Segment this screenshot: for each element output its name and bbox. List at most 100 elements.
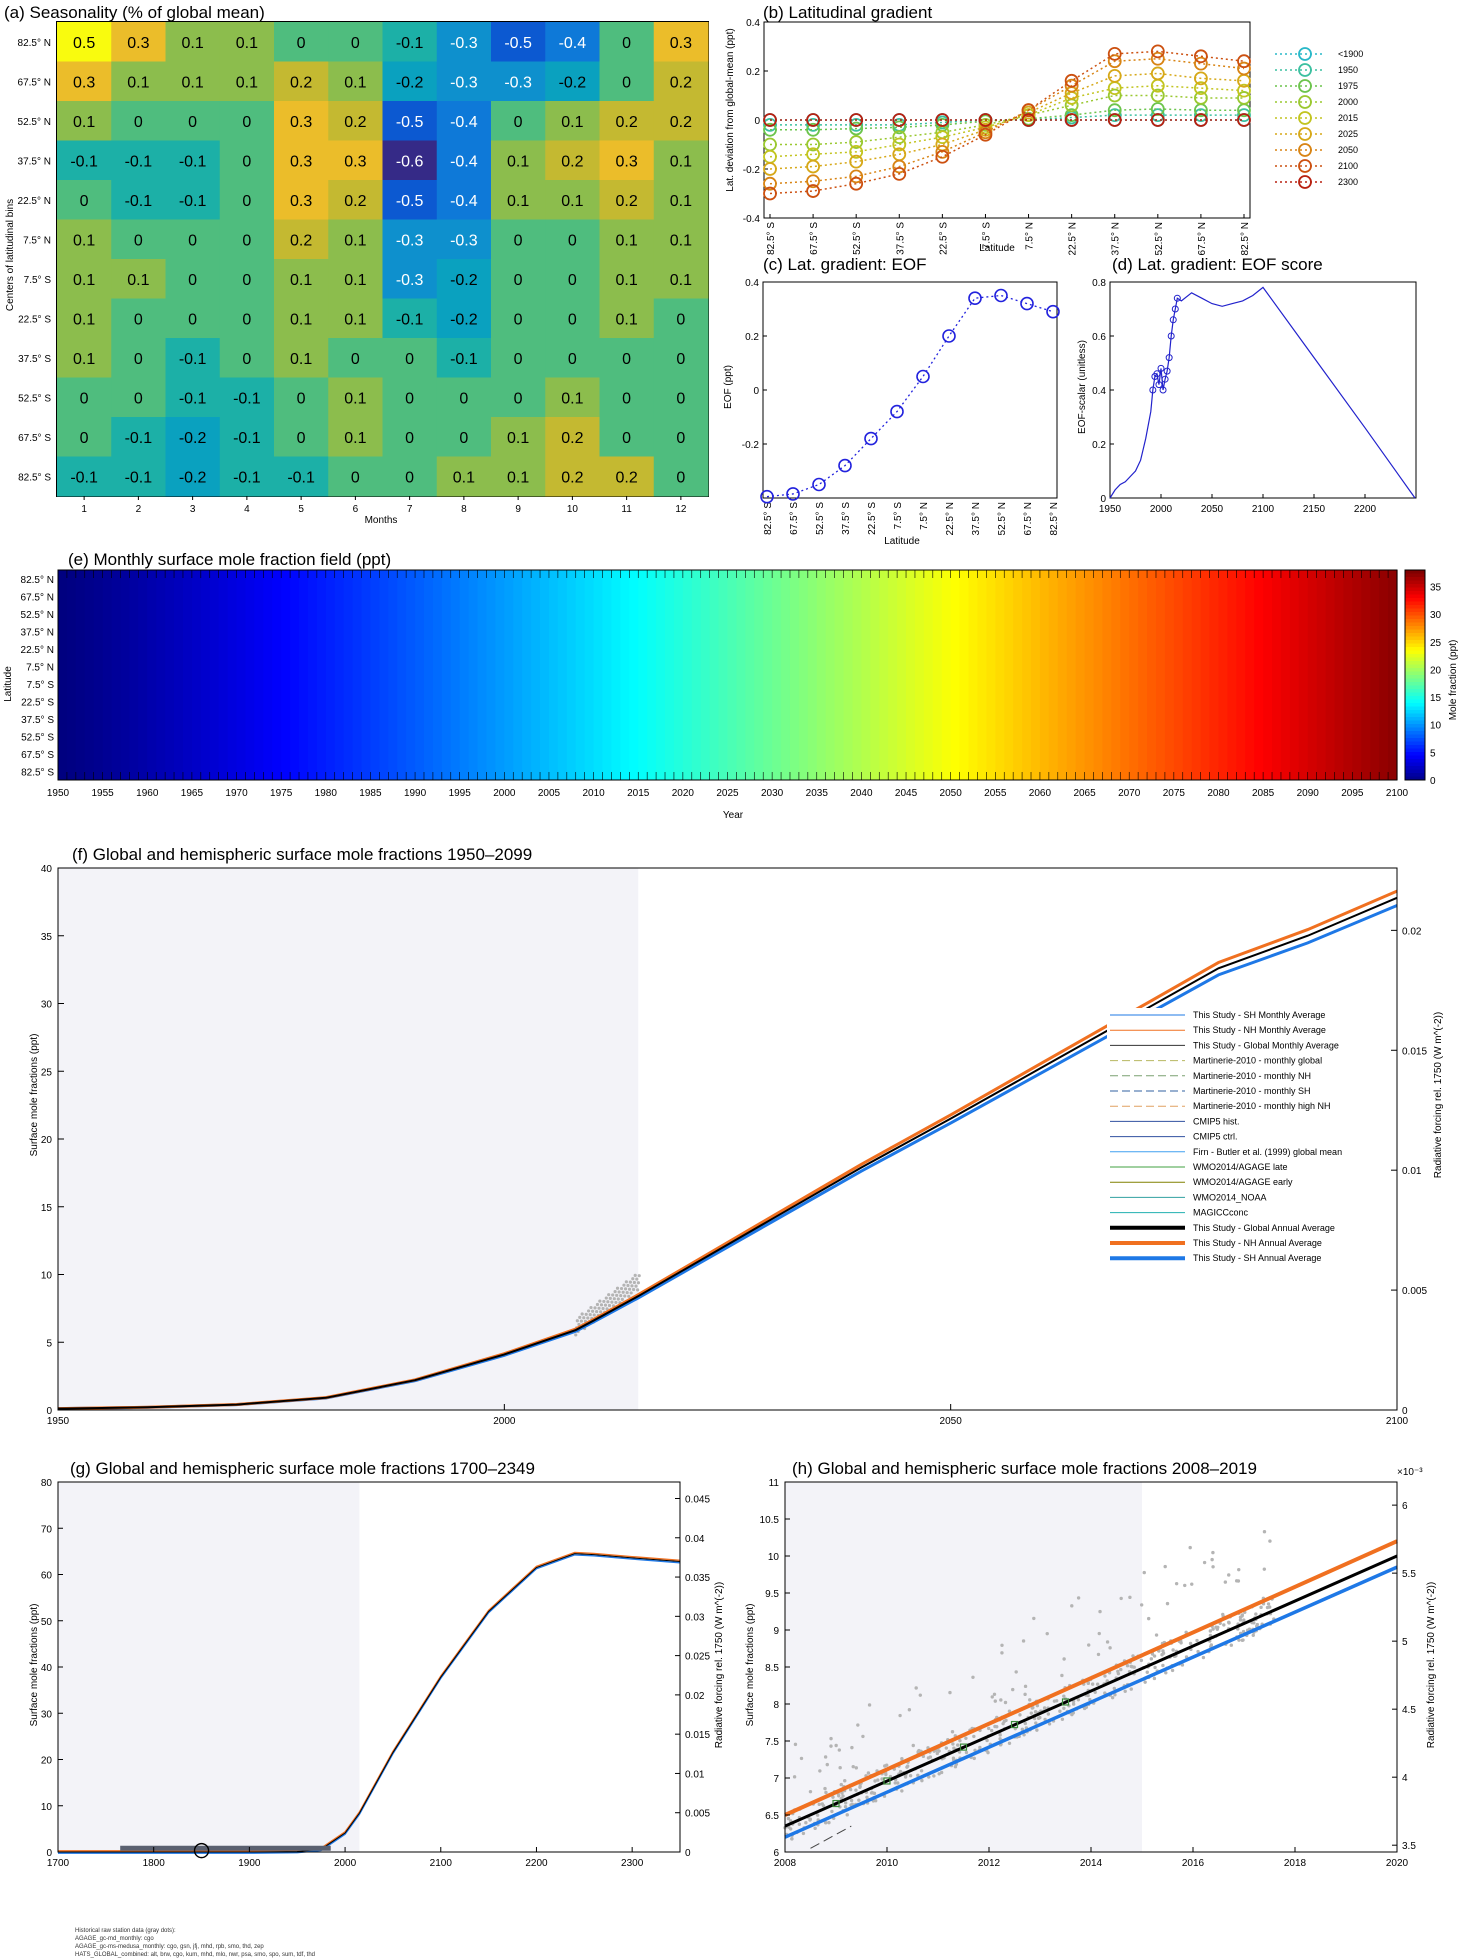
global-annual-line: [58, 1553, 681, 1853]
series-marker: [935, 113, 950, 127]
field-column: [772, 570, 782, 780]
series-marker: [1107, 103, 1122, 118]
panel-f-ylabel: Surface mole fractions (ppt): [29, 1034, 40, 1157]
obs-dot: [916, 1773, 920, 1778]
legend-marker: [1298, 111, 1312, 125]
field-column: [959, 570, 970, 780]
obs-dot: [1252, 1621, 1256, 1625]
field-column: [1298, 570, 1309, 780]
legend-label: Martinerie-2010 - monthly high NH: [1193, 1101, 1331, 1111]
heatmap-cell: [436, 456, 492, 497]
series-marker: [1107, 81, 1122, 96]
eof-score-marker: [1153, 370, 1161, 378]
obs-dot: [1062, 1694, 1066, 1698]
heatmap-cell-label: 0: [242, 114, 251, 131]
obs-dot: [911, 1743, 915, 1748]
ytick-label: 7.5° N: [26, 662, 54, 673]
legend-label: WMO2014/AGAGE early: [1193, 1177, 1293, 1187]
series-marker: [892, 159, 907, 174]
obs-dot: [1113, 1693, 1117, 1697]
obs-dot: [615, 1293, 619, 1297]
obs-dot: [1237, 1567, 1241, 1572]
colorbar-swatch: [1405, 573, 1425, 578]
series-line: [769, 84, 1245, 158]
heatmap-cell: [653, 417, 709, 457]
heatmap-cell: [57, 298, 112, 339]
colorbar-swatch: [1405, 664, 1425, 669]
legend-marker: [1298, 143, 1312, 157]
obs-dot: [1035, 1728, 1039, 1732]
ytick-label: 80: [41, 1478, 53, 1489]
obs-dot: [1023, 1721, 1028, 1726]
legend-label: 1950: [1338, 65, 1358, 75]
heatmap-cell-label: -0.2: [559, 74, 587, 91]
heatmap-cell: [545, 61, 600, 102]
footnote-line: Historical raw station data (gray dots):: [75, 1928, 176, 1934]
obs-dot: [630, 1284, 634, 1288]
heatmap-cell-label: 0.3: [616, 153, 638, 170]
field-column: [1352, 570, 1362, 780]
field-column: [1227, 570, 1237, 780]
heatmap-cell: [382, 101, 438, 141]
heatmap-cell-label: 0: [242, 351, 251, 368]
obs-dot: [1119, 1667, 1123, 1672]
obs-dot: [827, 1820, 831, 1825]
ytick-label-right: 0.04: [685, 1534, 705, 1545]
legend-label: This Study - SH Monthly Average: [1193, 1010, 1325, 1020]
field-column: [66, 570, 77, 780]
heatmap-cell-label: 0.5: [73, 35, 95, 52]
xtick-label: 1985: [359, 788, 382, 799]
obs-dot: [1237, 1638, 1241, 1642]
field-column: [227, 570, 238, 780]
heatmap-cell-label: 0: [188, 272, 197, 289]
heatmap-cell-label: 0: [622, 430, 631, 447]
obs-dot: [920, 1778, 924, 1783]
series-marker: [1194, 81, 1208, 96]
heatmap-cell: [653, 456, 709, 497]
obs-dot: [1031, 1705, 1035, 1710]
xtick-label: 5: [298, 504, 304, 515]
colorbar-tick-label: 0: [1430, 776, 1436, 787]
obs-dot: [856, 1723, 860, 1727]
heatmap-cell-label: 0.1: [616, 272, 638, 289]
heatmap-cell: [57, 456, 112, 497]
obs-dot: [848, 1787, 853, 1792]
heatmap-cell-label: 0.2: [561, 430, 583, 447]
obs-dot: [1188, 1641, 1193, 1646]
heatmap-cell-label: 0: [242, 193, 251, 210]
obs-dot: [617, 1290, 621, 1294]
obs-dot: [1062, 1657, 1066, 1661]
field-column: [1316, 570, 1327, 780]
series-marker: [1194, 91, 1208, 105]
obs-dot: [1123, 1689, 1127, 1694]
obs-dot: [792, 1775, 797, 1779]
obs-dot: [589, 1305, 593, 1310]
heatmap-cell: [491, 338, 546, 378]
obs-dot: [1129, 1687, 1133, 1691]
eof-line: [766, 294, 1054, 498]
obs-dot: [876, 1778, 880, 1782]
obs-dot: [900, 1757, 904, 1761]
eof-score-marker: [1159, 386, 1167, 394]
obs-dot: [1046, 1712, 1051, 1716]
colorbar-swatch: [1405, 766, 1425, 770]
panel-b-ylabel: Lat. deviation from global-mean (ppt): [725, 28, 736, 191]
heatmap-cell: [219, 259, 275, 299]
obs-dot: [939, 1770, 944, 1775]
legend-label: Martinerie-2010 - monthly global: [1193, 1056, 1322, 1066]
field-column: [897, 570, 907, 780]
ytick-label: 7.5: [765, 1737, 779, 1748]
obs-dot: [1098, 1609, 1102, 1614]
heatmap-cell: [57, 61, 112, 102]
eof-score-marker: [1161, 375, 1169, 383]
obs-dot: [989, 1728, 994, 1733]
heatmap-cell: [274, 456, 329, 497]
heatmap-cell-label: -0.1: [125, 469, 153, 486]
obs-dot: [623, 1287, 628, 1291]
obs-dot: [633, 1273, 637, 1277]
field-column: [700, 570, 711, 780]
obs-dot: [824, 1790, 828, 1795]
obs-dot: [843, 1801, 848, 1805]
heatmap-cell-label: 0: [80, 390, 89, 407]
legend-label: This Study - Global Monthly Average: [1193, 1040, 1339, 1050]
